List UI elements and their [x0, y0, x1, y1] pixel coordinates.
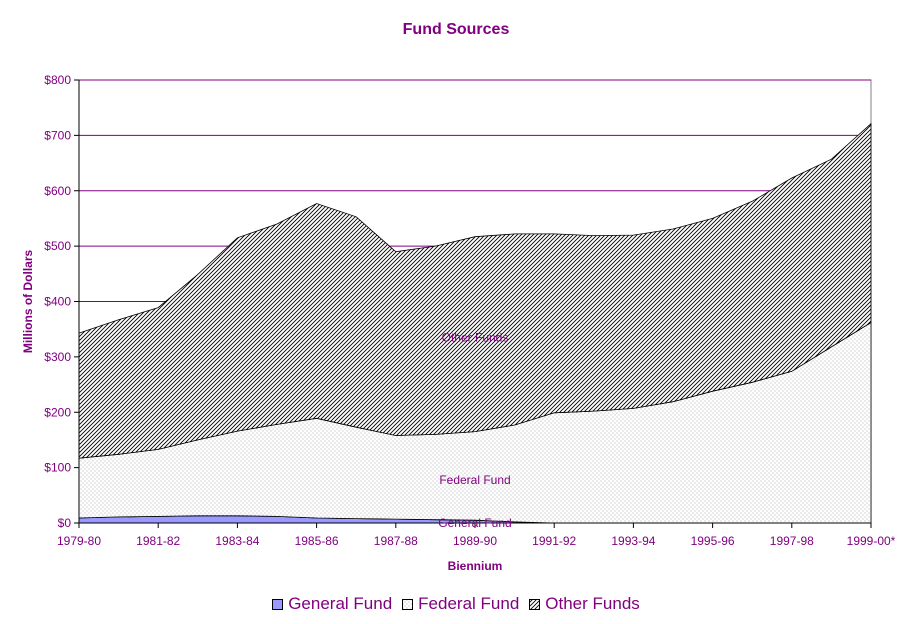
- y-tick-label: $300: [44, 350, 71, 364]
- y-tick-label: $500: [44, 239, 71, 253]
- other-funds-area: [78, 122, 872, 459]
- general-fund-annotation: General Fund: [438, 516, 511, 530]
- y-tick-label: $800: [44, 73, 71, 87]
- x-tick-label: 1985-86: [295, 534, 339, 548]
- legend-item-other-funds: Other Funds: [529, 594, 640, 614]
- other-funds-annotation: Other Funds: [442, 330, 509, 344]
- y-tick-label: $400: [44, 295, 71, 309]
- x-tick-label: 1983-84: [215, 534, 259, 548]
- y-tick-label: $0: [58, 516, 72, 530]
- x-axis-title: Biennium: [448, 559, 503, 573]
- legend: General Fund Federal Fund Other Funds: [0, 594, 912, 614]
- general-fund-swatch-icon: [272, 598, 284, 610]
- legend-label-federal-fund: Federal Fund: [418, 594, 520, 613]
- federal-fund-swatch-icon: [402, 598, 414, 610]
- y-tick-label: $700: [44, 128, 71, 142]
- legend-label-general-fund: General Fund: [288, 594, 393, 613]
- x-tick-label: 1997-98: [770, 534, 814, 548]
- x-tick-label: 1989-90: [453, 534, 497, 548]
- legend-item-federal-fund: Federal Fund: [402, 594, 519, 614]
- x-tick-label: 1981-82: [136, 534, 180, 548]
- x-tick-label: 1987-88: [374, 534, 418, 548]
- y-tick-label: $100: [44, 461, 71, 475]
- y-tick-label: $600: [44, 184, 71, 198]
- x-tick-label: 1979-80: [57, 534, 101, 548]
- x-tick-label: 1995-96: [691, 534, 735, 548]
- legend-item-general-fund: General Fund: [272, 594, 392, 614]
- y-axis-title: Millions of Dollars: [21, 250, 35, 354]
- other-funds-swatch-icon: [529, 598, 541, 610]
- y-tick-label: $200: [44, 405, 71, 419]
- chart-title: Fund Sources: [402, 21, 510, 38]
- federal-fund-annotation: Federal Fund: [439, 473, 510, 487]
- x-tick-label: 1999-00*: [847, 534, 896, 548]
- legend-label-other-funds: Other Funds: [545, 594, 640, 613]
- x-tick-label: 1993-94: [611, 534, 655, 548]
- x-tick-label: 1991-92: [532, 534, 576, 548]
